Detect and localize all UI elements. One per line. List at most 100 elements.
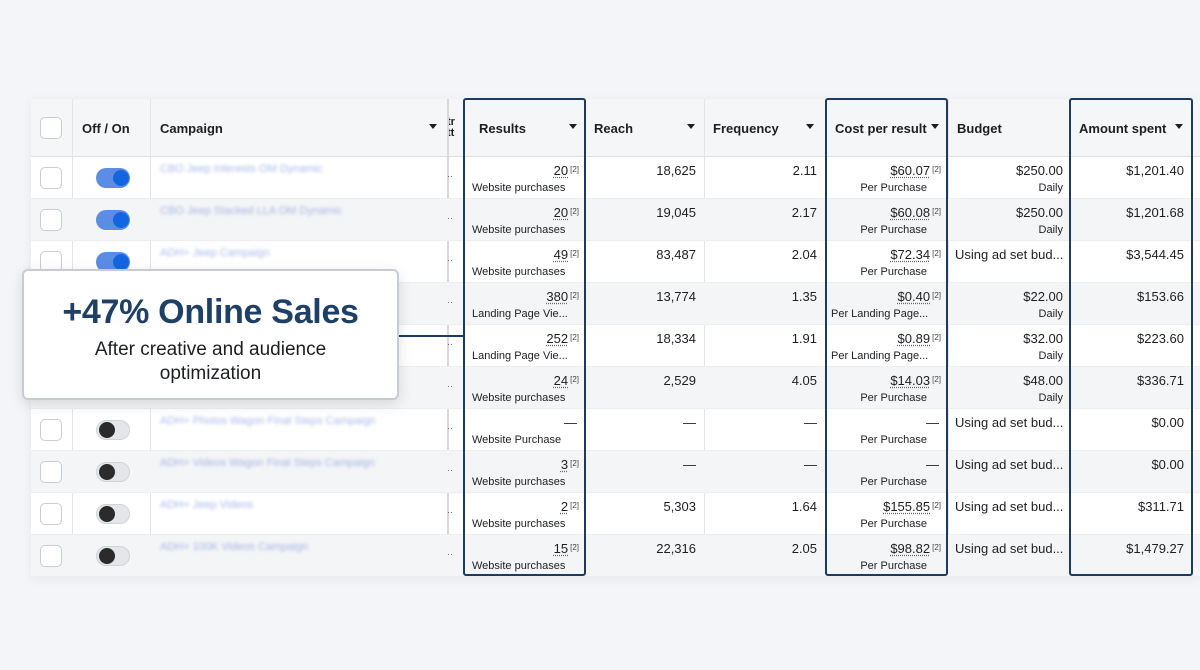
callout-connector [399,335,465,337]
campaign-toggle[interactable] [96,462,130,482]
results-label: Website purchases [472,266,566,278]
reach-value: — [683,457,696,472]
campaign-toggle[interactable] [96,252,130,272]
results-value: 24 [2] [553,373,579,388]
table-row[interactable]: ADH+ Photos Wagon Final Steps Campaign ·… [31,409,1200,451]
cost-value: — [926,415,939,430]
column-divider [948,99,949,577]
budget-value: Using ad set bud... [955,457,1064,472]
cost-label: Per Landing Page... [831,350,929,362]
toggle-knob [99,464,115,480]
cost-label: Per Purchase [860,518,927,530]
frequency-value: 2.17 [791,205,817,220]
frequency-value: 2.05 [791,541,817,556]
ellipsis-indicator: ·· [447,381,453,391]
header-budget[interactable]: Budget [957,120,1002,136]
frequency-value: — [804,415,817,430]
toggle-knob [99,548,115,564]
campaign-name[interactable]: CBO Jeep Stacked LLA OM Dynamic [160,205,343,217]
cost-label: Per Purchase [860,182,927,194]
table-row[interactable]: ADH+ Jeep Videos ·· 2 [2] Website purchas… [31,493,1200,535]
cost-label: Per Purchase [860,434,927,446]
budget-value: Using ad set bud... [955,541,1064,556]
ellipsis-indicator: ·· [447,465,453,475]
results-value: 15 [2] [553,541,579,556]
budget-value: $32.00 [1023,331,1063,346]
header-off-on[interactable]: Off / On [82,120,130,136]
row-checkbox[interactable] [40,461,62,483]
campaign-name[interactable]: ADH+ Videos Wagon Final Steps Campaign [160,457,375,469]
results-value: 380 [2] [546,289,579,304]
results-value: 3 [2] [560,457,579,472]
ellipsis-indicator: ·· [447,297,453,307]
table-row[interactable]: CBO Jeep Stacked LLA OM Dynamic ·· 20 [2]… [31,199,1200,241]
table-row[interactable]: ADH+ Videos Wagon Final Steps Campaign ·… [31,451,1200,493]
results-label: Website purchases [472,560,566,572]
results-label: Website purchases [472,518,566,530]
amount-spent-value: $223.60 [1137,331,1184,346]
ellipsis-indicator: ·· [447,549,453,559]
toggle-knob [113,170,129,186]
table-row[interactable]: CBO Jeep Interests OM Dynamic ·· 20 [2] W… [31,157,1200,199]
row-checkbox[interactable] [40,419,62,441]
table-row[interactable]: ADH+ Jeep Campaign ·· 49 [2] Website purc… [31,241,1200,283]
cost-value: $14.03 [2] [890,373,941,388]
header-reach[interactable]: Reach [594,99,705,157]
frequency-value: 2.11 [792,163,817,178]
toggle-knob [99,422,115,438]
budget-value: $48.00 [1023,373,1063,388]
header-amount-spent[interactable]: Amount spent [1079,99,1193,157]
frequency-value: 1.91 [791,331,817,346]
toggle-knob [113,254,129,270]
reach-value: — [683,415,696,430]
results-label: Website Purchase [472,434,562,446]
results-value: 20 [2] [553,163,579,178]
campaign-toggle[interactable] [96,546,130,566]
campaign-name[interactable]: CBO Jeep Interests OM Dynamic [160,163,323,175]
campaign-name[interactable]: ADH+ Jeep Campaign [160,247,270,259]
campaign-toggle[interactable] [96,420,130,440]
select-all-checkbox[interactable] [40,117,62,139]
results-label: Website purchases [472,182,566,194]
header-results-label: Results [479,120,526,136]
campaign-toggle[interactable] [96,504,130,524]
reach-value: 2,529 [663,373,696,388]
ellipsis-indicator: ·· [447,339,453,349]
header-campaign[interactable]: Campaign [160,99,447,157]
table-row[interactable]: ADH+ 100K Videos Campaign ·· 15 [2] Websi… [31,535,1200,577]
header-attribution[interactable]: tr tt [447,116,455,139]
column-divider [447,99,449,577]
amount-spent-value: $0.00 [1151,457,1184,472]
row-checkbox[interactable] [40,545,62,567]
header-campaign-label: Campaign [160,120,223,136]
column-divider [704,99,705,577]
amount-spent-value: $336.71 [1137,373,1184,388]
reach-value: 22,316 [656,541,696,556]
cost-value: $98.82 [2] [890,541,941,556]
campaign-name[interactable]: ADH+ Photos Wagon Final Steps Campaign [160,415,376,427]
toggle-knob [99,506,115,522]
results-value: 20 [2] [553,205,579,220]
header-results[interactable]: Results [479,99,587,157]
row-checkbox[interactable] [40,503,62,525]
row-checkbox[interactable] [40,167,62,189]
cost-value: $0.89 [2] [897,331,941,346]
campaign-toggle[interactable] [96,210,130,230]
cost-label: Per Purchase [860,560,927,572]
chevron-down-icon [429,124,437,129]
campaign-name[interactable]: ADH+ 100K Videos Campaign [160,541,309,553]
campaign-toggle[interactable] [96,168,130,188]
ellipsis-indicator: ·· [447,255,453,265]
header-frequency[interactable]: Frequency [713,99,824,157]
chevron-down-icon [687,124,695,129]
campaign-name[interactable]: ADH+ Jeep Videos [160,499,254,511]
cost-label: Per Purchase [860,266,927,278]
header-cost-per-result[interactable]: Cost per result [835,99,949,157]
table-header: Off / On Campaign tr tt Results Reach Fr… [31,99,1200,157]
header-amount-label: Amount spent [1079,120,1167,136]
budget-period: Daily [1038,224,1063,236]
results-label: Website purchases [472,392,566,404]
amount-spent-value: $153.66 [1137,289,1184,304]
row-checkbox[interactable] [40,209,62,231]
budget-value: $250.00 [1016,163,1063,178]
